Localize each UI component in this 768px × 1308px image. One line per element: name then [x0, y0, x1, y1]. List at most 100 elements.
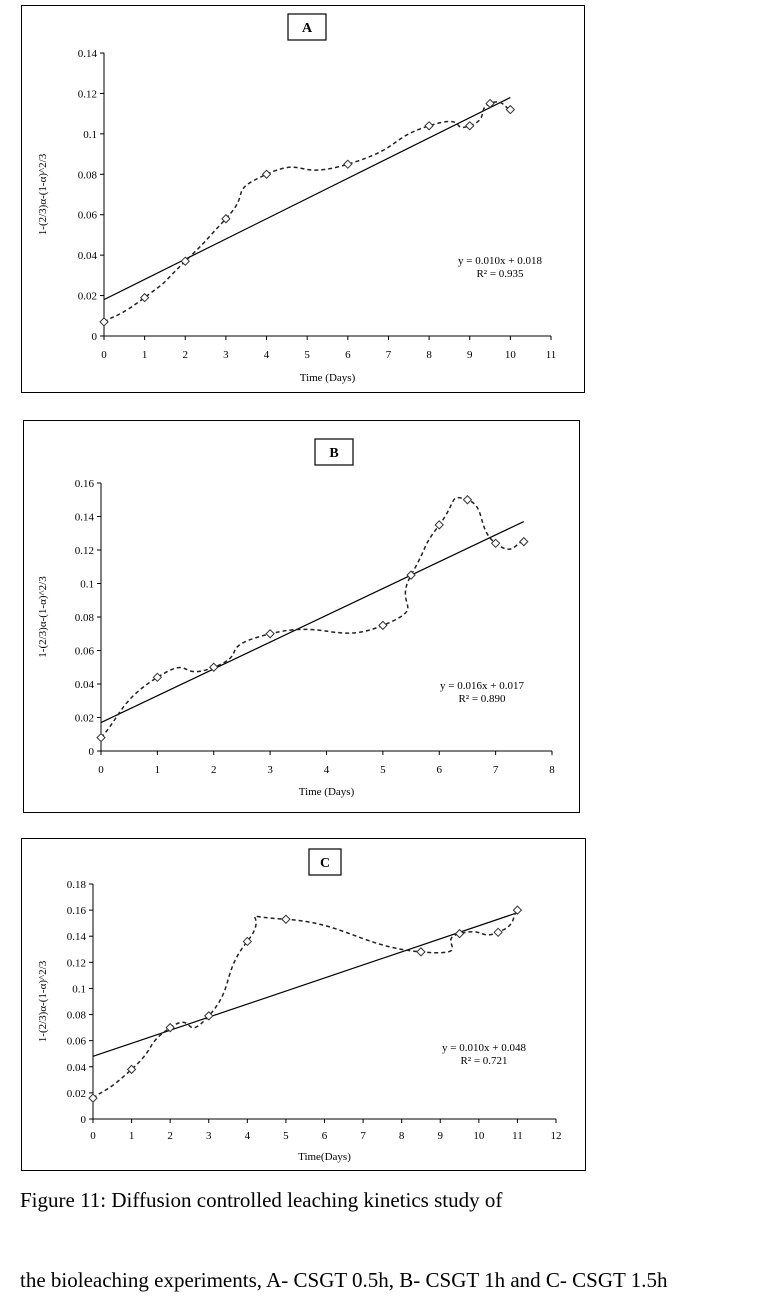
chart-a-label-box — [287, 13, 327, 41]
chart-a-trendline — [103, 96, 511, 301]
chart-b-x-tick-label: 4 — [324, 764, 330, 776]
chart-b-data-point — [96, 732, 106, 743]
chart-b-svg: B 0 0.02 0.04 0.06 0.08 0.1 0.12 0.14 0.16 0 1 2 3 4 5 6… — [37, 438, 555, 798]
chart-c-x-tick-label: 9 — [438, 1130, 444, 1142]
chart-c-x-tick-label: 3 — [206, 1130, 212, 1142]
chart-a-x-tick-label: 4 — [264, 349, 270, 361]
chart-b-r-squared: R² = 0.890 — [458, 693, 506, 705]
chart-c-data-point — [204, 1011, 214, 1021]
chart-b-label-box — [314, 438, 354, 466]
figure-caption-line-2: the bioleaching experiments, A- CSGT 0.5… — [20, 1268, 668, 1292]
chart-a-x-tick-label: 1 — [142, 349, 148, 361]
chart-a-y-tick-label: 0.1 — [83, 129, 97, 141]
chart-a-x-tick-label: 2 — [183, 349, 189, 361]
chart-b-data-point — [152, 672, 163, 683]
chart-c-x-tick-label: 5 — [283, 1130, 289, 1142]
chart-b-y-tick-label: 0.12 — [75, 545, 94, 557]
chart-c-data-point — [165, 1022, 175, 1033]
chart-b-data-point — [406, 570, 416, 580]
chart-a-x-tick-label: 9 — [467, 349, 473, 361]
chart-b-x-axis-title: Time (Days) — [299, 786, 355, 798]
chart-b-data-point — [490, 538, 501, 549]
figure-caption-line-1: Figure 11: Diffusion controlled leaching… — [20, 1188, 503, 1212]
chart-b-x-tick-label: 6 — [437, 764, 443, 776]
chart-c-y-tick-label: 0.06 — [67, 1036, 87, 1048]
chart-a-x-tick-label: 6 — [345, 349, 351, 361]
chart-b-data-point — [378, 620, 388, 631]
chart-a-y-axis-title: 1-(2/3)α-(1-α)^2/3 — [37, 153, 49, 235]
chart-c-trendline — [92, 912, 518, 1057]
chart-c-data-point — [493, 927, 503, 938]
chart-b-y-tick-label: 0.1 — [80, 579, 94, 591]
chart-b-data-point — [462, 495, 473, 505]
chart-c-x-tick-label: 10 — [473, 1130, 485, 1142]
chart-c-data-point — [416, 947, 426, 957]
chart-a-x-tick-label: 5 — [304, 349, 310, 361]
chart-c-r-squared: R² = 0.721 — [460, 1055, 507, 1067]
chart-a-svg: A 0 0.02 0.04 0.06 0.08 0.1 0.12 0.14 0 1 2 3 4 5 6 7 8 9 1… — [37, 13, 557, 384]
chart-b-y-tick-label: 0.16 — [75, 478, 95, 490]
chart-b-x-tick-label: 1 — [155, 764, 161, 776]
chart-c-x-tick-label: 11 — [512, 1130, 523, 1142]
chart-c-svg: C00.020.040.060.080.10.120.140.160.180 1 2… — [37, 848, 562, 1163]
chart-a-y-tick-label: 0.12 — [78, 88, 97, 100]
chart-a-panel-label: A — [302, 21, 313, 36]
chart-a-y-tick-label: 0.02 — [78, 291, 97, 303]
chart-a-x-tick-label: 10 — [505, 349, 517, 361]
chart-c-y-tick-label: 0.04 — [67, 1062, 87, 1074]
chart-b-x-tick-label: 2 — [211, 764, 217, 776]
chart-c-data-curve — [92, 909, 519, 1099]
chart-c-x-tick-label: 2 — [167, 1130, 173, 1142]
chart-a-r-squared: R² = 0.935 — [476, 268, 524, 280]
chart-a-data-point — [221, 214, 231, 224]
chart-c-y-tick-label: 0.1 — [72, 983, 86, 995]
chart-b-y-tick-label: 0.02 — [75, 713, 94, 725]
chart-c-y-tick-label: 0.16 — [67, 905, 87, 917]
chart-c-x-axis-title: Time(Days) — [298, 1151, 351, 1163]
chart-b-x-tick-label: 3 — [267, 764, 273, 776]
chart-a-x-tick-label: 11 — [546, 349, 557, 361]
chart-c-data-point — [281, 914, 291, 924]
chart-a-data-point — [465, 121, 475, 131]
chart-a-data-point — [99, 317, 109, 327]
chart-c-y-tick-label: 0 — [81, 1114, 87, 1126]
chart-c-label-box — [308, 848, 342, 876]
chart-b-data-point — [434, 520, 444, 530]
chart-a-data-point — [485, 98, 495, 109]
chart-c-panel-label: C — [320, 856, 330, 871]
chart-b-x-tick-label: 8 — [549, 764, 555, 776]
chart-b-x-tick-label: 5 — [380, 764, 386, 776]
chart-c-y-tick-label: 0.08 — [67, 1010, 87, 1022]
chart-b-panel-label: B — [329, 446, 338, 461]
chart-a-y-tick-label: 0.06 — [78, 210, 98, 222]
chart-b-trendline — [100, 520, 525, 724]
chart-a-data-point — [139, 292, 150, 303]
chart-c-x-tick-label: 12 — [551, 1130, 562, 1142]
chart-b-y-tick-label: 0.04 — [75, 679, 95, 691]
chart-a-y-tick-label: 0.14 — [78, 48, 98, 60]
chart-c-y-axis-title: 1-(2/3)α-(1-α)^2/3 — [37, 960, 49, 1042]
chart-a-y-tick-label: 0.08 — [78, 169, 98, 181]
chart-c-y-tick-label: 0.14 — [67, 931, 87, 943]
chart-a-data-curve — [103, 101, 511, 323]
chart-a-x-tick-label: 3 — [223, 349, 229, 361]
chart-c-y-tick-label: 0.02 — [67, 1088, 86, 1100]
chart-a-y-tick-label: 0.04 — [78, 250, 98, 262]
chart-panel-a: A 0 0.02 0.04 0.06 0.08 0.1 0.12 0.14 0 1 2 3 4 5 6 7 8 9 1… — [21, 5, 585, 393]
chart-b-equation: y = 0.016x + 0.017 — [440, 680, 524, 692]
chart-b-y-tick-label: 0.14 — [75, 512, 95, 524]
chart-a-x-axis-title: Time (Days) — [300, 372, 356, 384]
chart-b-x-tick-label: 7 — [493, 764, 499, 776]
chart-a-x-tick-label: 8 — [426, 349, 432, 361]
chart-a-data-point — [505, 104, 516, 115]
chart-b-data-point — [519, 536, 529, 547]
chart-c-x-tick-label: 4 — [245, 1130, 251, 1142]
chart-c-x-tick-label: 8 — [399, 1130, 405, 1142]
chart-c-data-point — [242, 936, 253, 947]
chart-b-x-tick-label: 0 — [98, 764, 104, 776]
chart-c-x-tick-label: 1 — [129, 1130, 135, 1142]
chart-c-y-tick-label: 0.12 — [67, 957, 86, 969]
chart-c-data-point — [512, 905, 523, 915]
chart-b-data-point — [265, 629, 275, 639]
chart-a-data-point — [180, 256, 190, 266]
